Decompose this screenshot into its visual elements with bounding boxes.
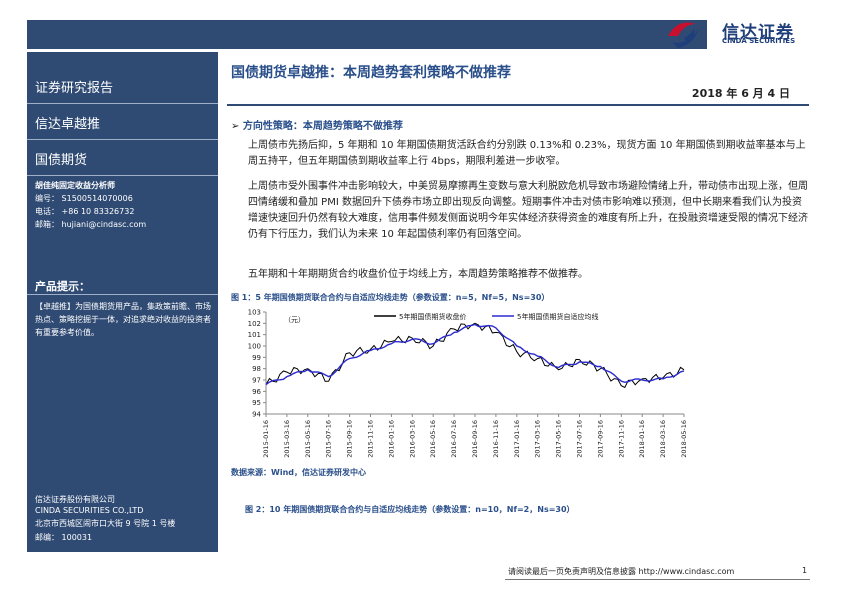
y-tick-label: 101 [248, 331, 261, 339]
figure-2-caption: 图 2：10 年期国债期货联合合约与自适应均线走势（参数设置：n=10，Nf=2… [245, 505, 575, 514]
analyst-title: 胡佳纯固定收益分析师 [35, 181, 115, 190]
page-number: 1 [802, 566, 808, 575]
footer-rule [505, 579, 810, 580]
analyst-id: 编号： S1500514070006 [35, 194, 133, 203]
company-postcode: 邮编： 100031 [35, 533, 93, 542]
x-tick-label: 2018-03-16 [659, 420, 667, 458]
y-axis-unit-label: （元） [284, 316, 305, 324]
y-tick-label: 98 [252, 365, 261, 373]
x-tick-label: 2017-05-16 [555, 420, 563, 458]
company-en: CINDA SECURITIES CO.,LTD [35, 506, 144, 515]
y-tick-label: 100 [248, 343, 261, 351]
tips-title: 产品提示： [35, 280, 90, 293]
footer-disclaimer: 请阅读最后一页免责声明及信息披露 http://www.cindasc.com [508, 567, 735, 576]
x-tick-label: 2017-11-16 [617, 420, 625, 458]
x-tick-label: 2015-09-16 [346, 420, 354, 458]
legend-label: 5年期国债期货收盘价 [399, 312, 466, 321]
series-name: 信达卓越推 [35, 117, 101, 132]
x-tick-label: 2017-07-16 [576, 420, 584, 458]
sidebar-divider [27, 294, 218, 295]
x-tick-label: 2017-09-16 [596, 420, 604, 458]
section-heading: ➢ 方向性策略：本周趋势策略不做推荐 [231, 117, 403, 132]
cinda-logo-icon [668, 22, 698, 48]
document-title: 国债期货卓越推：本周趋势套利策略不做推荐 [231, 65, 511, 81]
futures-line-chart: 94 95 96 97 98 99 100 101 102 103 （元） 2015-01-16 201… [248, 309, 688, 458]
x-tick-label: 2016-07-16 [450, 420, 458, 458]
x-tick-label: 2015-03-16 [283, 420, 291, 458]
analyst-phone: 电话： +86 10 83326732 [35, 207, 135, 216]
x-tick-label: 2017-01-16 [513, 420, 521, 458]
data-source: 数据来源：Wind，信达证券研发中心 [231, 468, 366, 477]
x-tick-label: 2016-09-16 [471, 420, 479, 458]
x-tick-label: 2016-01-16 [387, 420, 395, 458]
sidebar-divider [27, 103, 218, 104]
section-heading-text: 方向性策略：本周趋势策略不做推荐 [242, 121, 403, 132]
report-date: 2018 年 6 月 4 日 [691, 87, 790, 100]
legend-label: 5年期国债期货自适应均线 [517, 312, 598, 321]
y-tick-label: 99 [252, 354, 261, 362]
sidebar-divider [27, 175, 218, 176]
y-tick-label: 103 [248, 309, 261, 317]
company-cn: 信达证券股份有限公司 [35, 495, 115, 504]
x-tick-label: 2016-11-16 [492, 420, 500, 458]
paragraph-2: 上周债市受外围事件冲击影响较大，中美贸易摩擦再生变数与意大利脱欧危机导致市场避险… [248, 181, 808, 240]
x-tick-label: 2018-05-16 [680, 420, 688, 458]
y-tick-label: 97 [252, 377, 261, 385]
paragraph-1: 上周债市先扬后抑，5 年期和 10 年期国债期货活跃合约分别跌 0.13%和 0… [248, 140, 806, 167]
series-line-2 [265, 323, 685, 386]
x-tick-label: 2016-05-16 [429, 420, 437, 458]
y-tick-label: 94 [252, 411, 261, 419]
paragraph-3: 五年期和十年期期货合约收盘价位于均线上方，本周趋势策略推荐不做推荐。 [248, 269, 588, 280]
bullet-arrow-icon: ➢ [231, 121, 243, 132]
y-tick-label: 96 [252, 388, 261, 396]
company-address: 北京市西城区闹市口大街 9 号院 1 号楼 [35, 519, 176, 528]
sidebar-divider [27, 139, 218, 140]
x-tick-label: 2018-01-16 [638, 420, 646, 458]
x-tick-label: 2016-03-16 [408, 420, 416, 458]
tips-text: 【卓越推】为国债期货用产品，集政策前瞻、市场热点、策略挖掘于一体，对追求绝对收益… [35, 302, 211, 337]
y-tick-label: 95 [252, 399, 261, 407]
series-line-1 [265, 322, 685, 389]
category-name: 国债期货 [35, 153, 88, 168]
y-tick-label: 102 [248, 320, 261, 328]
report-type: 证券研究报告 [35, 81, 114, 96]
sidebar: 证券研究报告 信达卓越推 国债期货 胡佳纯固定收益分析师 编号： S150051… [27, 52, 218, 552]
top-banner [27, 20, 707, 49]
title-rule [227, 104, 809, 106]
logo-name-cn: 信达证券 [722, 23, 794, 43]
x-tick-label: 2015-05-16 [304, 420, 312, 458]
x-tick-label: 2017-03-16 [534, 420, 542, 458]
logo-name-en: CINDA SECURITIES [722, 37, 796, 45]
figure-1-caption: 图 1：5 年期国债期货联合合约与自适应均线走势（参数设置：n=5，Nf=5，N… [231, 293, 550, 302]
x-tick-label: 2015-01-16 [262, 420, 270, 458]
x-tick-label: 2015-07-16 [325, 420, 333, 458]
analyst-email: 邮箱： hujiani@cindasc.com [35, 220, 147, 229]
x-tick-label: 2015-11-16 [367, 420, 375, 458]
